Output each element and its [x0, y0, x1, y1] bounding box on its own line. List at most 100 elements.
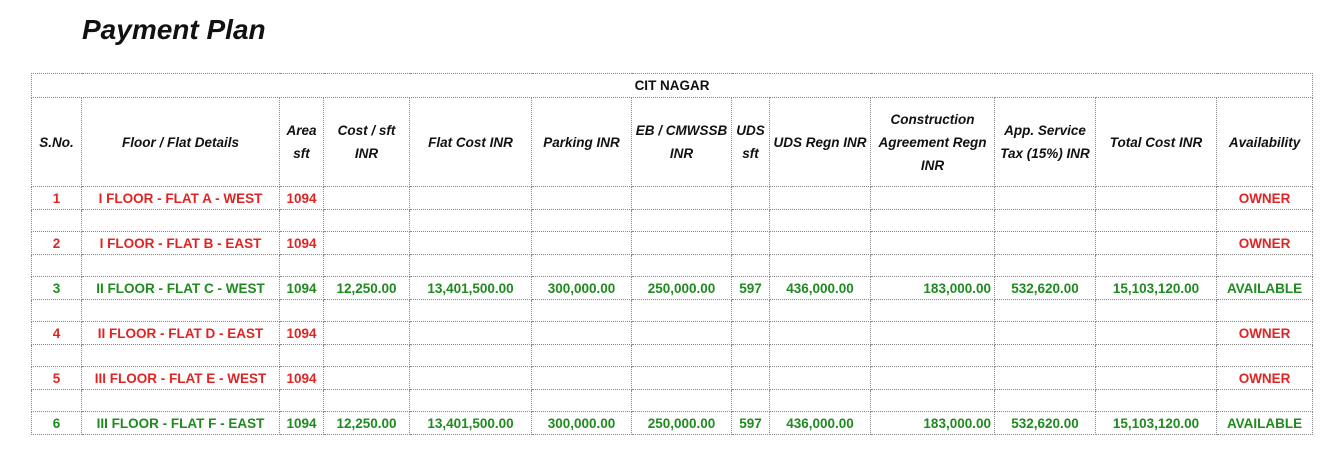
table-row: 5 III FLOOR - FLAT E - WEST 1094 OWNER [31, 366, 1314, 390]
table-cell: 436,000.00 [769, 411, 871, 435]
column-header: S.No. [31, 97, 82, 187]
empty-cell [994, 254, 1096, 277]
empty-cell [870, 344, 995, 367]
table-cell: 183,000.00 [870, 276, 995, 300]
table-cell: 13,401,500.00 [409, 411, 532, 435]
table-cell [870, 186, 995, 210]
table-cell: 597 [731, 411, 770, 435]
empty-cell [631, 209, 732, 232]
empty-cell [1215, 344, 1314, 367]
table-cell: 1094 [279, 186, 324, 210]
empty-cell [279, 299, 324, 322]
table-cell [323, 186, 410, 210]
empty-cell [769, 299, 871, 322]
column-header: Cost / sft INR [323, 97, 410, 187]
availability-status: OWNER [1215, 321, 1314, 345]
table-cell: 1094 [279, 366, 324, 390]
table-cell [409, 366, 532, 390]
empty-cell [1215, 389, 1314, 412]
availability-status: AVAILABLE [1215, 411, 1314, 435]
empty-cell [31, 254, 82, 277]
empty-cell [409, 344, 532, 367]
table-cell [769, 321, 871, 345]
table-cell: 5 [31, 366, 82, 390]
empty-cell [409, 209, 532, 232]
table-row: 6 III FLOOR - FLAT F - EAST 1094 12,250.00 1… [31, 411, 1314, 435]
availability-status: OWNER [1215, 231, 1314, 255]
table-cell [769, 366, 871, 390]
table-cell: 532,620.00 [994, 411, 1096, 435]
table-cell [1095, 231, 1217, 255]
empty-cell [31, 344, 82, 367]
table-cell: I FLOOR - FLAT A - WEST [81, 186, 280, 210]
table-cell [870, 231, 995, 255]
table-cell: 532,620.00 [994, 276, 1096, 300]
spacer-row [31, 389, 1314, 412]
column-header: Construction Agreement Regn INR [870, 97, 995, 187]
empty-cell [323, 389, 410, 412]
empty-cell [731, 344, 770, 367]
table-cell [731, 366, 770, 390]
empty-cell [631, 389, 732, 412]
empty-cell [531, 389, 632, 412]
table-cell [531, 186, 632, 210]
project-name: CIT NAGAR [30, 73, 1314, 98]
empty-cell [31, 299, 82, 322]
table-cell [870, 366, 995, 390]
empty-cell [870, 254, 995, 277]
empty-cell [994, 209, 1096, 232]
table-cell: 1094 [279, 276, 324, 300]
empty-cell [409, 389, 532, 412]
table-cell [531, 366, 632, 390]
table-cell [1095, 366, 1217, 390]
empty-cell [323, 254, 410, 277]
table-cell [323, 231, 410, 255]
table-cell: 250,000.00 [631, 276, 732, 300]
table-cell: 436,000.00 [769, 276, 871, 300]
table-row: 3 II FLOOR - FLAT C - WEST 1094 12,250.00 13… [31, 276, 1314, 300]
empty-cell [323, 344, 410, 367]
empty-cell [769, 389, 871, 412]
table-cell [1095, 186, 1217, 210]
table-cell: 1094 [279, 411, 324, 435]
availability-status: OWNER [1215, 186, 1314, 210]
column-header: Flat Cost INR [409, 97, 532, 187]
empty-cell [323, 299, 410, 322]
empty-cell [81, 209, 280, 232]
table-cell: 1094 [279, 231, 324, 255]
column-header: Floor / Flat Details [81, 97, 280, 187]
empty-cell [631, 299, 732, 322]
empty-cell [994, 389, 1096, 412]
column-header: UDS Regn INR [769, 97, 871, 187]
table-cell [409, 321, 532, 345]
empty-cell [1095, 254, 1217, 277]
empty-cell [631, 254, 732, 277]
table-cell: 183,000.00 [870, 411, 995, 435]
empty-cell [81, 299, 280, 322]
empty-cell [731, 254, 770, 277]
empty-cell [769, 209, 871, 232]
empty-cell [279, 254, 324, 277]
empty-cell [870, 209, 995, 232]
column-header: App. Service Tax (15%) INR [994, 97, 1096, 187]
empty-cell [31, 389, 82, 412]
empty-cell [1095, 389, 1217, 412]
empty-cell [769, 254, 871, 277]
table-cell: 13,401,500.00 [409, 276, 532, 300]
table-cell: I FLOOR - FLAT B - EAST [81, 231, 280, 255]
table-cell [769, 231, 871, 255]
table-cell [531, 321, 632, 345]
column-header: Parking INR [531, 97, 632, 187]
table-cell: 4 [31, 321, 82, 345]
column-header: Total Cost INR [1095, 97, 1217, 187]
table-cell [409, 186, 532, 210]
table-cell [731, 186, 770, 210]
table-cell: 15,103,120.00 [1095, 411, 1217, 435]
table-cell: 1 [31, 186, 82, 210]
table-cell [994, 321, 1096, 345]
table-cell: 15,103,120.00 [1095, 276, 1217, 300]
empty-cell [870, 389, 995, 412]
empty-cell [531, 209, 632, 232]
table-cell: 300,000.00 [531, 276, 632, 300]
